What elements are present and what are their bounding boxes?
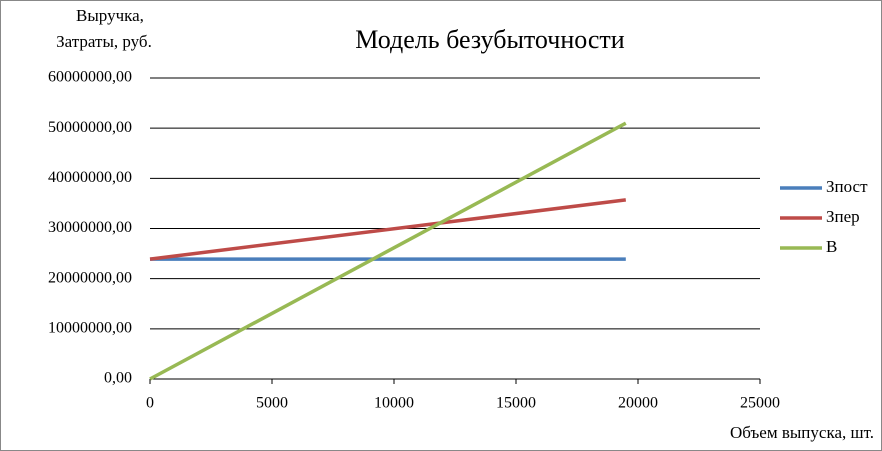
y-tick-label: 40000000,00 — [48, 169, 132, 186]
x-axis-label: Объем выпуска, шт. — [730, 423, 874, 442]
x-tick-label: 15000 — [496, 395, 536, 412]
chart-title: Модель безубыточности — [355, 25, 625, 54]
x-tick-label: 10000 — [374, 395, 414, 412]
y-tick-label: 60000000,00 — [48, 69, 132, 86]
y-tick-label: 10000000,00 — [48, 320, 132, 337]
y-tick-label: 20000000,00 — [48, 269, 132, 286]
x-tick-label: 25000 — [740, 395, 780, 412]
legend-label: В — [826, 237, 837, 256]
x-tick-label: 0 — [146, 395, 154, 412]
series-line — [149, 121, 627, 381]
series-line — [149, 198, 627, 261]
x-tick-label: 20000 — [618, 395, 658, 412]
y-tick-label: 50000000,00 — [48, 119, 132, 136]
y-tick-label: 0,00 — [104, 370, 132, 387]
y-axis-label: Выручка, — [76, 6, 144, 25]
y-tick-label: 30000000,00 — [48, 219, 132, 236]
y-axis-label: Затраты, руб. — [56, 32, 152, 51]
legend-label: Зпер — [826, 207, 860, 226]
legend-label: Зпост — [826, 177, 868, 196]
x-tick-label: 5000 — [256, 395, 288, 412]
